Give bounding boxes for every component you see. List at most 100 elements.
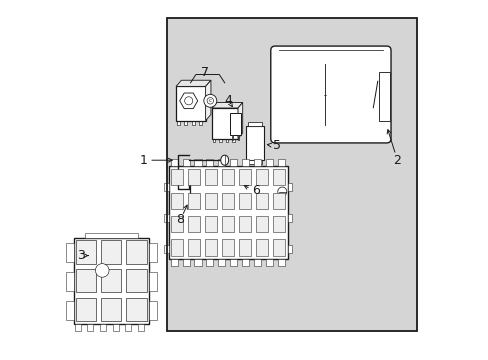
Bar <box>230 113 240 135</box>
Bar <box>171 193 183 209</box>
Bar <box>273 169 285 185</box>
Bar <box>101 269 121 292</box>
Bar <box>237 135 239 140</box>
Bar <box>125 324 131 331</box>
Circle shape <box>206 98 213 104</box>
Bar <box>277 259 284 266</box>
Bar <box>218 259 225 266</box>
Polygon shape <box>205 80 210 121</box>
Bar <box>112 324 119 331</box>
Ellipse shape <box>220 155 228 165</box>
Bar <box>273 239 285 256</box>
Bar <box>212 108 238 139</box>
Bar <box>206 159 213 166</box>
Bar <box>247 122 261 126</box>
Bar <box>230 159 237 166</box>
Bar <box>239 193 251 209</box>
Bar <box>225 139 228 142</box>
Polygon shape <box>179 93 197 109</box>
Bar <box>101 240 121 264</box>
Bar <box>168 166 287 259</box>
Bar <box>126 298 146 321</box>
Bar <box>66 272 73 291</box>
Circle shape <box>203 94 216 107</box>
Text: c: c <box>208 98 211 103</box>
Bar <box>73 238 149 324</box>
Bar <box>75 324 81 331</box>
Bar <box>212 139 215 142</box>
Bar <box>164 183 168 190</box>
Bar <box>242 159 248 166</box>
Bar <box>126 240 146 264</box>
Bar <box>222 193 234 209</box>
Bar <box>66 243 73 262</box>
Bar <box>199 121 202 125</box>
Bar <box>177 121 180 125</box>
Bar <box>167 18 416 331</box>
Bar <box>265 159 272 166</box>
Bar <box>287 214 292 222</box>
Bar <box>66 301 73 320</box>
Bar <box>273 216 285 232</box>
Bar <box>164 246 168 253</box>
Bar <box>84 233 138 238</box>
Bar <box>277 159 284 166</box>
Bar <box>191 121 194 125</box>
Bar <box>205 169 217 185</box>
Bar <box>194 159 201 166</box>
Bar <box>273 193 285 209</box>
Bar <box>279 204 285 209</box>
Bar <box>149 301 156 320</box>
Bar <box>287 183 292 190</box>
Bar <box>205 239 217 256</box>
FancyBboxPatch shape <box>270 46 390 143</box>
Bar <box>279 218 285 223</box>
Bar <box>205 216 217 232</box>
Bar <box>164 214 168 222</box>
Bar <box>279 225 285 230</box>
Bar <box>379 72 389 121</box>
Bar <box>149 243 156 262</box>
Bar <box>171 239 183 256</box>
Bar <box>188 193 200 209</box>
Bar <box>76 298 96 321</box>
Bar <box>253 159 261 166</box>
Bar <box>100 324 106 331</box>
Bar <box>76 269 96 292</box>
Bar <box>247 160 261 164</box>
Bar <box>279 233 285 238</box>
Bar <box>149 272 156 291</box>
Bar <box>176 86 205 121</box>
Bar <box>231 135 233 140</box>
Bar <box>76 240 96 264</box>
Bar <box>256 169 267 185</box>
Bar <box>222 239 234 256</box>
Bar <box>256 239 267 256</box>
Bar <box>256 216 267 232</box>
Bar <box>232 139 234 142</box>
Bar <box>222 216 234 232</box>
Bar <box>182 159 189 166</box>
Bar <box>239 239 251 256</box>
Bar <box>205 193 217 209</box>
Bar <box>253 259 261 266</box>
Polygon shape <box>238 103 242 139</box>
Bar <box>170 159 178 166</box>
Text: 1: 1 <box>140 154 147 167</box>
Circle shape <box>95 264 109 277</box>
Bar <box>188 216 200 232</box>
Circle shape <box>277 187 286 196</box>
Circle shape <box>184 97 192 105</box>
Polygon shape <box>176 80 210 86</box>
Text: 7: 7 <box>201 66 208 78</box>
Bar <box>188 169 200 185</box>
Bar <box>279 197 285 202</box>
Bar <box>256 193 267 209</box>
Text: 6: 6 <box>251 184 259 197</box>
Polygon shape <box>212 103 242 108</box>
Bar <box>138 324 143 331</box>
Text: 3: 3 <box>77 249 84 262</box>
Text: 5: 5 <box>272 139 280 152</box>
Text: 8: 8 <box>175 213 183 226</box>
Bar <box>188 239 200 256</box>
